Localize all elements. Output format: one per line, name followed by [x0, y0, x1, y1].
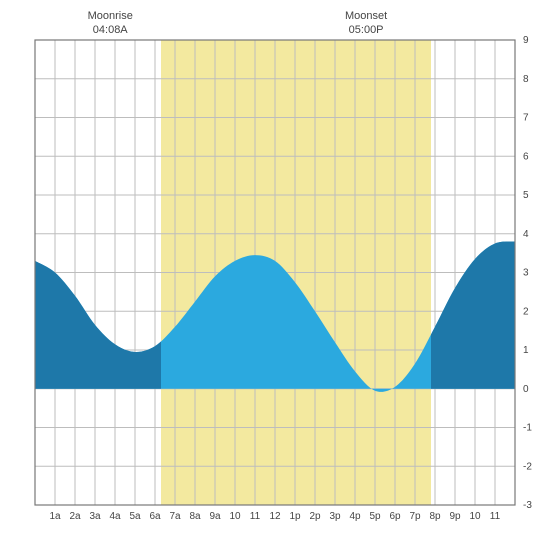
x-tick-label: 8p: [429, 511, 441, 522]
x-tick-label: 9p: [449, 511, 461, 522]
x-tick-label: 1a: [49, 511, 61, 522]
x-tick-label: 11: [490, 511, 501, 522]
x-tick-label: 2a: [69, 511, 81, 522]
moonset-label: Moonset: [345, 10, 387, 24]
moonrise-label: Moonrise: [88, 10, 133, 24]
x-tick-label: 6p: [389, 511, 401, 522]
y-tick-label: 8: [523, 74, 529, 85]
y-tick-label: 5: [523, 190, 529, 201]
x-tick-label: 9a: [209, 511, 221, 522]
y-tick-label: 9: [523, 35, 529, 46]
x-tick-label: 6a: [149, 511, 161, 522]
x-tick-label: 1p: [289, 511, 301, 522]
x-tick-label: 12: [269, 511, 281, 522]
moonset-annotation: Moonset 05:00P: [345, 10, 387, 38]
x-tick-label: 4a: [109, 511, 121, 522]
x-tick-label: 5p: [369, 511, 381, 522]
moonrise-time: 04:08A: [88, 24, 133, 38]
x-tick-label: 2p: [309, 511, 321, 522]
x-tick-label: 7p: [409, 511, 421, 522]
x-tick-label: 7a: [169, 511, 181, 522]
y-tick-label: 1: [523, 345, 529, 356]
y-tick-label: 3: [523, 268, 529, 279]
y-tick-label: 7: [523, 113, 529, 124]
y-tick-label: 2: [523, 306, 529, 317]
x-tick-label: 5a: [129, 511, 141, 522]
moonrise-annotation: Moonrise 04:08A: [88, 10, 133, 38]
moonset-time: 05:00P: [345, 24, 387, 38]
y-tick-label: 4: [523, 229, 529, 240]
tide-chart: Moonrise 04:08A Moonset 05:00P 1a2a3a4a5…: [10, 10, 540, 540]
y-tick-label: -1: [523, 423, 532, 434]
x-tick-label: 4p: [349, 511, 361, 522]
x-tick-label: 10: [469, 511, 481, 522]
x-tick-label: 11: [250, 511, 261, 522]
x-tick-label: 8a: [189, 511, 201, 522]
chart-svg: 1a2a3a4a5a6a7a8a9a1011121p2p3p4p5p6p7p8p…: [10, 10, 540, 540]
x-tick-label: 3p: [329, 511, 341, 522]
y-tick-label: -2: [523, 461, 532, 472]
y-tick-label: 6: [523, 151, 529, 162]
x-tick-label: 10: [229, 511, 241, 522]
x-tick-label: 3a: [89, 511, 101, 522]
y-tick-label: -3: [523, 500, 532, 511]
y-tick-label: 0: [523, 384, 529, 395]
